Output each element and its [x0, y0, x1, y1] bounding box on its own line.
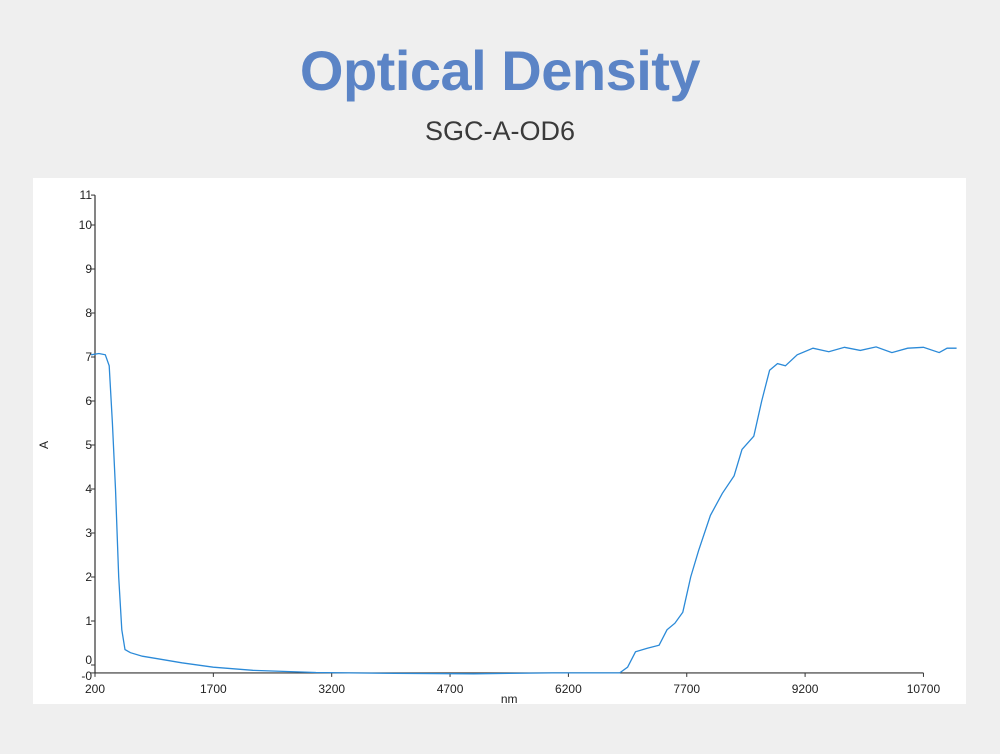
x-tick-label: 9200: [792, 682, 819, 696]
y-tick: 7: [85, 350, 95, 364]
y-tick-label: 5: [85, 438, 92, 452]
y-tick: 0: [85, 653, 95, 667]
y-tick-label: 7: [85, 350, 92, 364]
y-tick: 5: [85, 438, 95, 452]
x-tick-label: 4700: [437, 682, 464, 696]
y-tick: 8: [85, 306, 95, 320]
y-tick-label: -0: [81, 669, 92, 683]
y-tick-label: 2: [85, 570, 92, 584]
x-tick: 1700: [200, 672, 227, 696]
x-tick: 10700: [907, 672, 941, 696]
x-tick: 3200: [318, 672, 345, 696]
y-tick-label: 0: [85, 653, 92, 667]
x-tick: 4700: [437, 672, 464, 696]
page-subtitle: SGC-A-OD6: [424, 116, 576, 146]
x-tick-label: 6200: [555, 682, 582, 696]
x-tick: 7700: [673, 672, 700, 696]
x-tick: 9200: [792, 672, 819, 696]
y-tick: 11: [80, 188, 95, 202]
y-tick-label: 6: [85, 394, 92, 408]
y-tick: -0: [81, 669, 95, 683]
y-tick: 3: [85, 526, 95, 540]
y-tick-label: 10: [79, 218, 93, 232]
y-tick-label: 1: [85, 614, 92, 628]
y-tick: 2: [85, 570, 95, 584]
y-tick: 6: [85, 394, 95, 408]
y-tick: 1: [85, 614, 95, 628]
x-tick-label: 3200: [318, 682, 345, 696]
y-tick: 4: [85, 482, 95, 496]
x-tick-label: 7700: [673, 682, 700, 696]
y-tick-label: 9: [85, 262, 92, 276]
y-tick-label: 8: [85, 306, 92, 320]
x-tick-label: 1700: [200, 682, 227, 696]
y-tick-label: 4: [85, 482, 92, 496]
x-tick: 200: [85, 672, 105, 696]
x-tick-label: 10700: [907, 682, 941, 696]
chart-panel: 200 1700 3200 4700 6200 7700 9200 10700 11 10 9 8 7 6…: [33, 178, 966, 706]
absorbance-line: [90, 346, 957, 675]
y-tick-label: 3: [85, 526, 92, 540]
y-tick: 10: [79, 218, 95, 232]
y-tick-label: 11: [80, 188, 93, 202]
y-axis-label: A: [37, 441, 51, 449]
y-tick: 9: [85, 262, 95, 276]
x-tick-label: 200: [85, 682, 105, 696]
x-tick: 6200: [555, 672, 582, 696]
page-title: Optical Density: [299, 39, 701, 102]
optical-density-chart: 200 1700 3200 4700 6200 7700 9200 1070011109876…: [37, 188, 957, 706]
x-axis-label: nm: [501, 692, 518, 706]
